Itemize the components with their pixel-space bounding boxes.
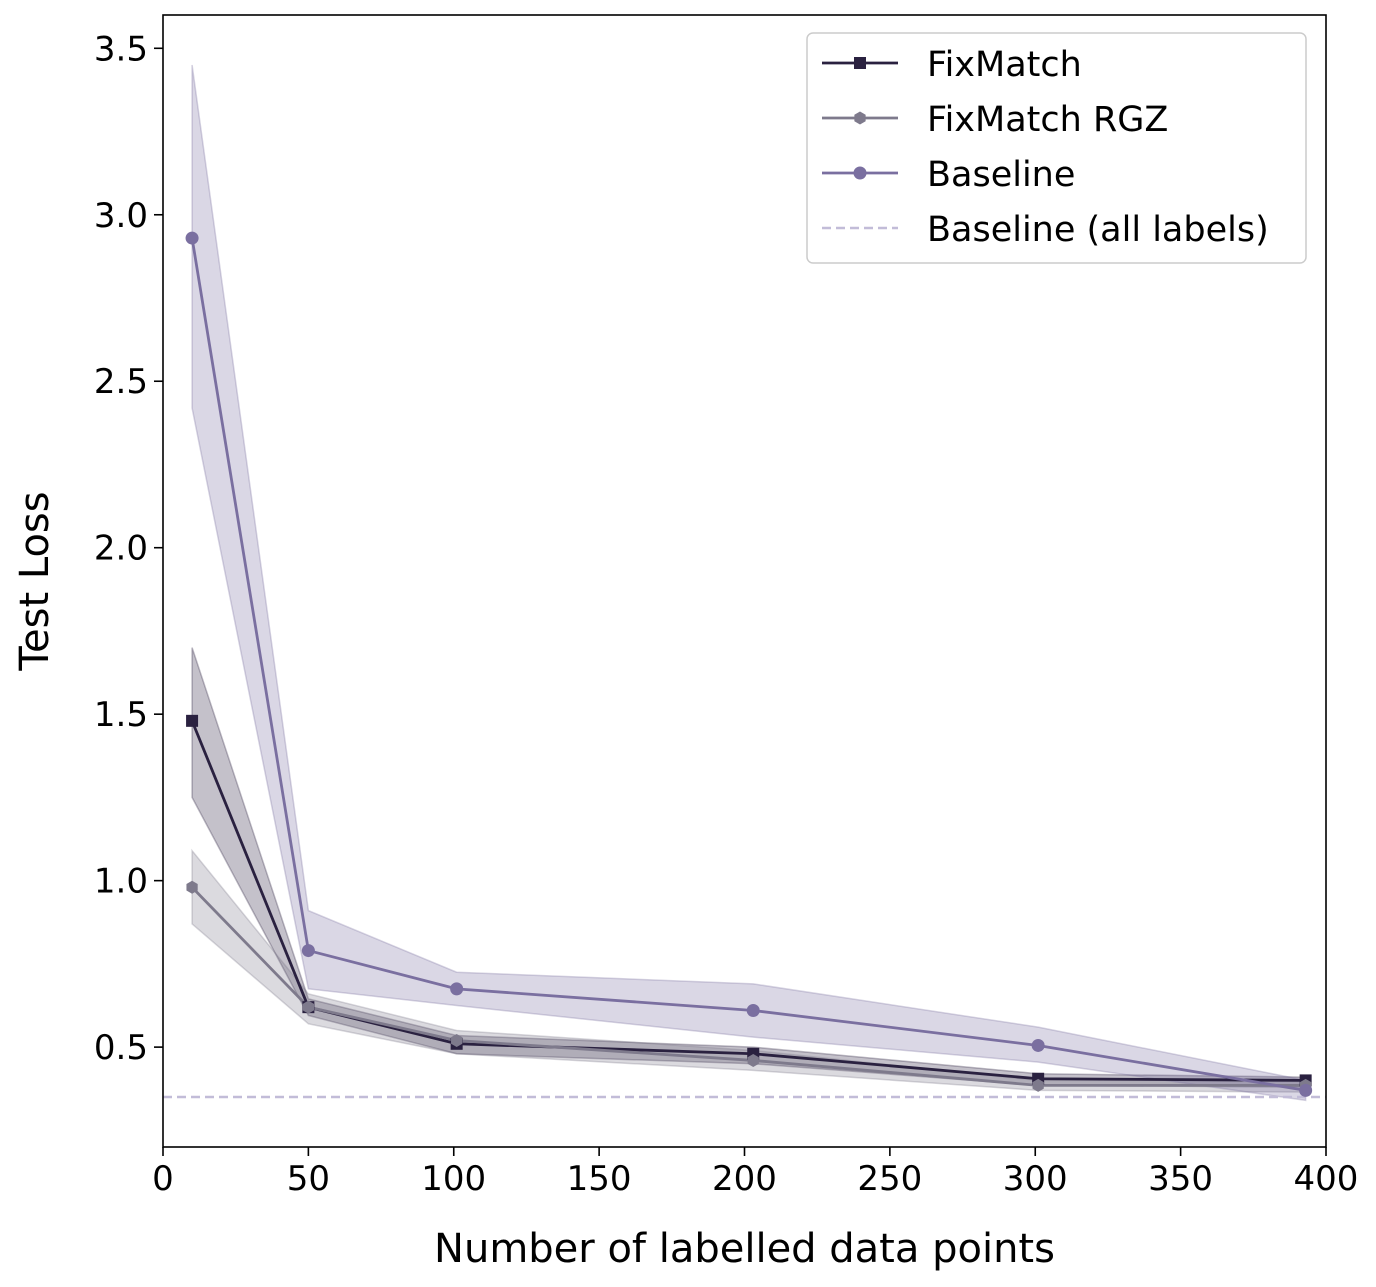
y-tick-label: 2.5 bbox=[94, 362, 148, 402]
y-axis-label: Test Loss bbox=[12, 491, 58, 671]
fixmatch-point bbox=[186, 714, 199, 727]
fixmatch-rgz-point bbox=[747, 1053, 759, 1067]
legend-fixmatch-rgz-marker bbox=[854, 111, 866, 125]
baseline-point bbox=[450, 982, 464, 996]
x-tick-label: 200 bbox=[712, 1159, 777, 1199]
x-tick-label: 0 bbox=[152, 1159, 174, 1199]
y-tick-label: 1.0 bbox=[94, 862, 148, 902]
baseline-point bbox=[185, 231, 199, 245]
baseline-point bbox=[1031, 1038, 1045, 1052]
legend-baseline-marker bbox=[853, 166, 867, 180]
x-axis-ticks: 0 50 100 150 200 250 300 350 400 bbox=[152, 1147, 1358, 1199]
series-markers bbox=[185, 231, 1313, 1097]
legend-baseline-label: Baseline bbox=[927, 155, 1075, 195]
y-tick-label: 0.5 bbox=[94, 1028, 148, 1068]
x-tick-label: 250 bbox=[857, 1159, 922, 1199]
y-tick-label: 3.0 bbox=[94, 196, 148, 236]
x-tick-label: 400 bbox=[1294, 1159, 1359, 1199]
legend: FixMatch FixMatch RGZ Baseline Baseline (al… bbox=[806, 32, 1307, 264]
legend-fixmatch-rgz-label: FixMatch RGZ bbox=[927, 100, 1168, 140]
y-tick-label: 3.5 bbox=[94, 29, 148, 69]
baseline-point bbox=[301, 944, 315, 958]
series-lines bbox=[190, 237, 1306, 1092]
fixmatch-line bbox=[190, 720, 1306, 1082]
baseline-point bbox=[1299, 1083, 1313, 1097]
fixmatch-rgz-point bbox=[451, 1033, 463, 1047]
x-tick-label: 50 bbox=[287, 1159, 330, 1199]
legend-box bbox=[806, 32, 1307, 264]
y-tick-label: 1.5 bbox=[94, 695, 148, 735]
fixmatch-rgz-line bbox=[191, 886, 1306, 1087]
fixmatch-rgz-point bbox=[302, 1000, 314, 1014]
baseline-line bbox=[190, 237, 1306, 1092]
baseline-band bbox=[191, 64, 1307, 1102]
y-tick-label: 2.0 bbox=[94, 529, 148, 569]
legend-baseline-all-labels-label: Baseline (all labels) bbox=[927, 210, 1269, 250]
y-axis-ticks: 0.5 1.0 1.5 2.0 2.5 3.0 3.5 bbox=[94, 29, 163, 1068]
x-tick-label: 350 bbox=[1148, 1159, 1213, 1199]
x-tick-label: 100 bbox=[421, 1159, 486, 1199]
x-tick-label: 150 bbox=[567, 1159, 632, 1199]
x-tick-label: 300 bbox=[1003, 1159, 1068, 1199]
baseline-point bbox=[746, 1003, 760, 1017]
legend-fixmatch-marker bbox=[854, 57, 866, 69]
x-axis-label: Number of labelled data points bbox=[434, 1226, 1055, 1272]
legend-fixmatch-label: FixMatch bbox=[927, 45, 1082, 85]
fixmatch-rgz-point bbox=[186, 880, 198, 894]
fixmatch-rgz-point bbox=[1032, 1078, 1044, 1092]
